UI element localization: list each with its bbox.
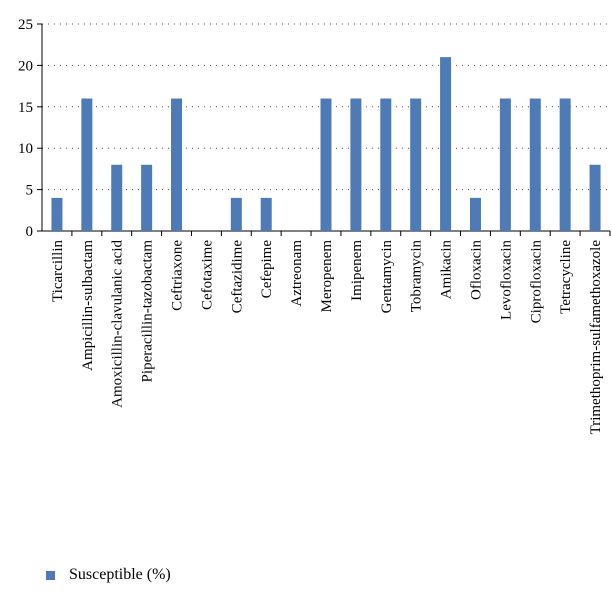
legend-label: Susceptible (%) (69, 566, 171, 583)
bar (589, 164, 601, 231)
y-tick-label: 25 (18, 17, 33, 33)
category-label: Tobramycin (409, 240, 425, 313)
category-label: Ampicillin-sulbactam (80, 240, 96, 371)
category-label: Cefepime (259, 240, 275, 299)
y-tick-label: 10 (18, 141, 33, 157)
axes (37, 23, 611, 236)
bar (559, 98, 571, 232)
category-label: Gentamycin (379, 240, 395, 314)
category-label: Piperacillin-tazobactam (140, 240, 156, 383)
legend: Susceptible (%) (46, 566, 171, 584)
bar (499, 98, 511, 232)
category-label: Aztreonam (289, 240, 305, 307)
bar (230, 197, 242, 231)
bar (440, 57, 452, 232)
bar (51, 197, 63, 231)
category-label: Cefotaxime (199, 240, 215, 310)
category-label: Ceftriaxone (170, 240, 186, 311)
bar (141, 164, 153, 231)
category-labels: Ticarcillin Ampicillin-sulbactam Amoxicill… (50, 240, 604, 435)
category-label: Amoxicillin-clavulanic acid (110, 240, 126, 408)
legend-swatch-icon (46, 570, 55, 580)
y-tick-labels: 0 5 10 15 20 25 (18, 17, 33, 240)
bar (410, 98, 422, 232)
category-label: Ciprofloxacin (528, 240, 544, 324)
category-label: Imipenem (349, 240, 365, 301)
category-label: Meropenem (319, 240, 335, 313)
bar (111, 164, 123, 231)
category-label: Ceftazidime (229, 240, 245, 314)
bar (469, 197, 481, 231)
bar (171, 98, 183, 232)
bar (380, 98, 392, 232)
category-label: Amikacin (439, 240, 455, 300)
y-tick-label: 15 (18, 100, 33, 116)
y-tick-label: 20 (18, 58, 33, 74)
y-tick-label: 5 (26, 183, 34, 199)
y-tick-label: 0 (26, 224, 34, 240)
bar (320, 98, 332, 232)
bar (260, 197, 272, 231)
bar (350, 98, 362, 232)
bars (51, 57, 601, 232)
category-label: Tetracycline (558, 240, 574, 314)
category-label: Ticarcillin (50, 240, 66, 302)
bar (81, 98, 93, 232)
bar (529, 98, 541, 232)
category-label: Trimethoprim-sulfamethoxazole (588, 240, 604, 435)
category-label: Ofloxacin (468, 240, 484, 300)
category-label: Levofloxacin (498, 240, 514, 320)
